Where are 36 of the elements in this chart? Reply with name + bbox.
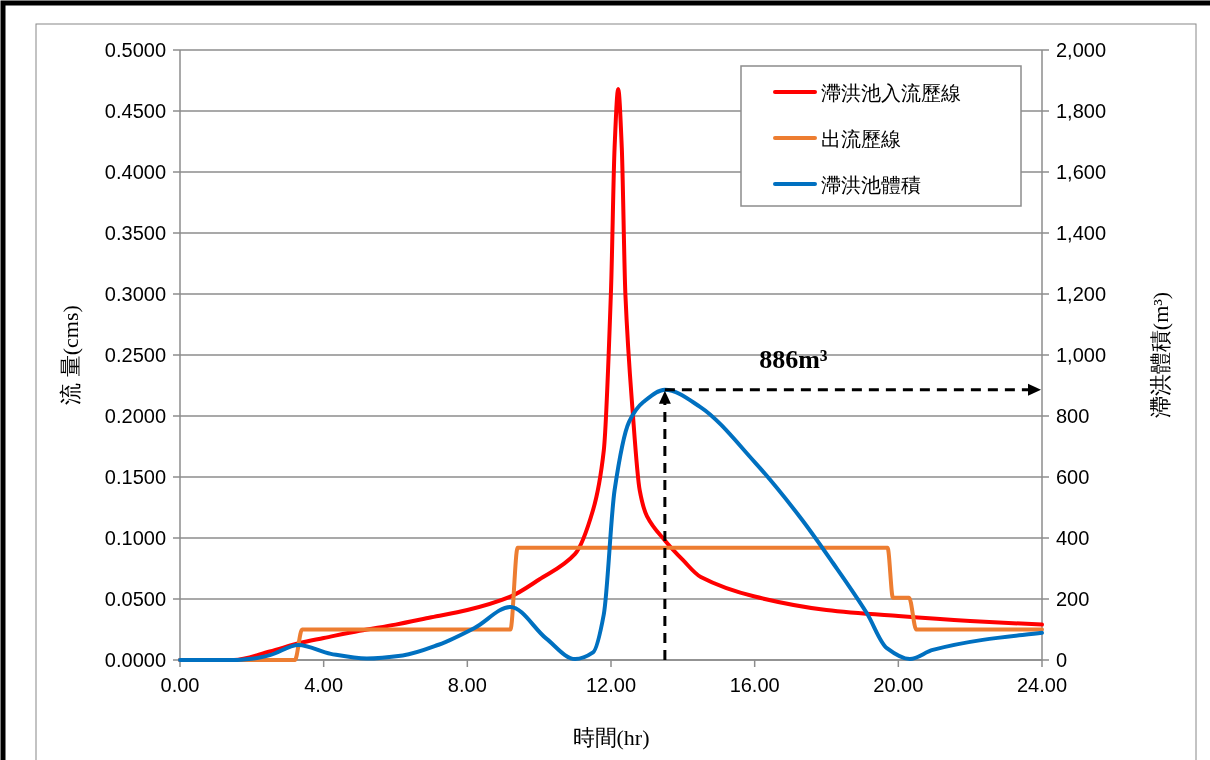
y-tick-label: 0.5000 xyxy=(104,39,166,61)
x-axis-title: 時間(hr) xyxy=(572,725,650,750)
y-tick-label: 0.0000 xyxy=(104,649,166,671)
y2-tick-label: 1,400 xyxy=(1056,222,1107,244)
y2-tick-label: 1,600 xyxy=(1056,161,1107,183)
legend-label: 滯洪池入流歷線 xyxy=(821,82,961,104)
y2-axis-title: 滯洪體積(m³) xyxy=(1148,291,1173,419)
legend-label: 出流歷線 xyxy=(821,128,901,150)
x-tick-label: 24.00 xyxy=(1016,674,1068,696)
y-tick-label: 0.0500 xyxy=(104,588,166,610)
y2-tick-label: 800 xyxy=(1056,405,1090,427)
x-tick-label: 8.00 xyxy=(447,674,487,696)
y-tick-label: 0.4500 xyxy=(104,100,166,122)
y-tick-label: 0.2500 xyxy=(104,344,166,366)
y-tick-label: 0.3500 xyxy=(104,222,166,244)
annotation: 886m³ xyxy=(759,344,828,374)
y2-tick-label: 1,800 xyxy=(1056,100,1107,122)
x-tick-label: 20.00 xyxy=(873,674,924,696)
legend-label: 滯洪池體積 xyxy=(821,174,921,196)
y2-tick-label: 400 xyxy=(1056,527,1090,549)
y2-tick-label: 0 xyxy=(1056,649,1068,671)
x-tick-label: 0.00 xyxy=(160,674,200,696)
y2-tick-label: 1,200 xyxy=(1056,283,1107,305)
y-tick-label: 0.1000 xyxy=(104,527,166,549)
y2-tick-label: 1,000 xyxy=(1056,344,1107,366)
y-tick-label: 0.2000 xyxy=(104,405,166,427)
x-tick-label: 16.00 xyxy=(729,674,780,696)
y2-tick-label: 200 xyxy=(1056,588,1090,610)
y-tick-label: 0.3000 xyxy=(104,283,166,305)
y2-tick-label: 600 xyxy=(1056,466,1090,488)
y2-tick-label: 2,000 xyxy=(1056,39,1107,61)
y-tick-label: 0.4000 xyxy=(104,161,166,183)
x-tick-label: 4.00 xyxy=(304,674,344,696)
y-tick-label: 0.1500 xyxy=(104,466,166,488)
y-axis-title: 流 量(cms) xyxy=(58,305,83,405)
x-tick-label: 12.00 xyxy=(585,674,637,696)
